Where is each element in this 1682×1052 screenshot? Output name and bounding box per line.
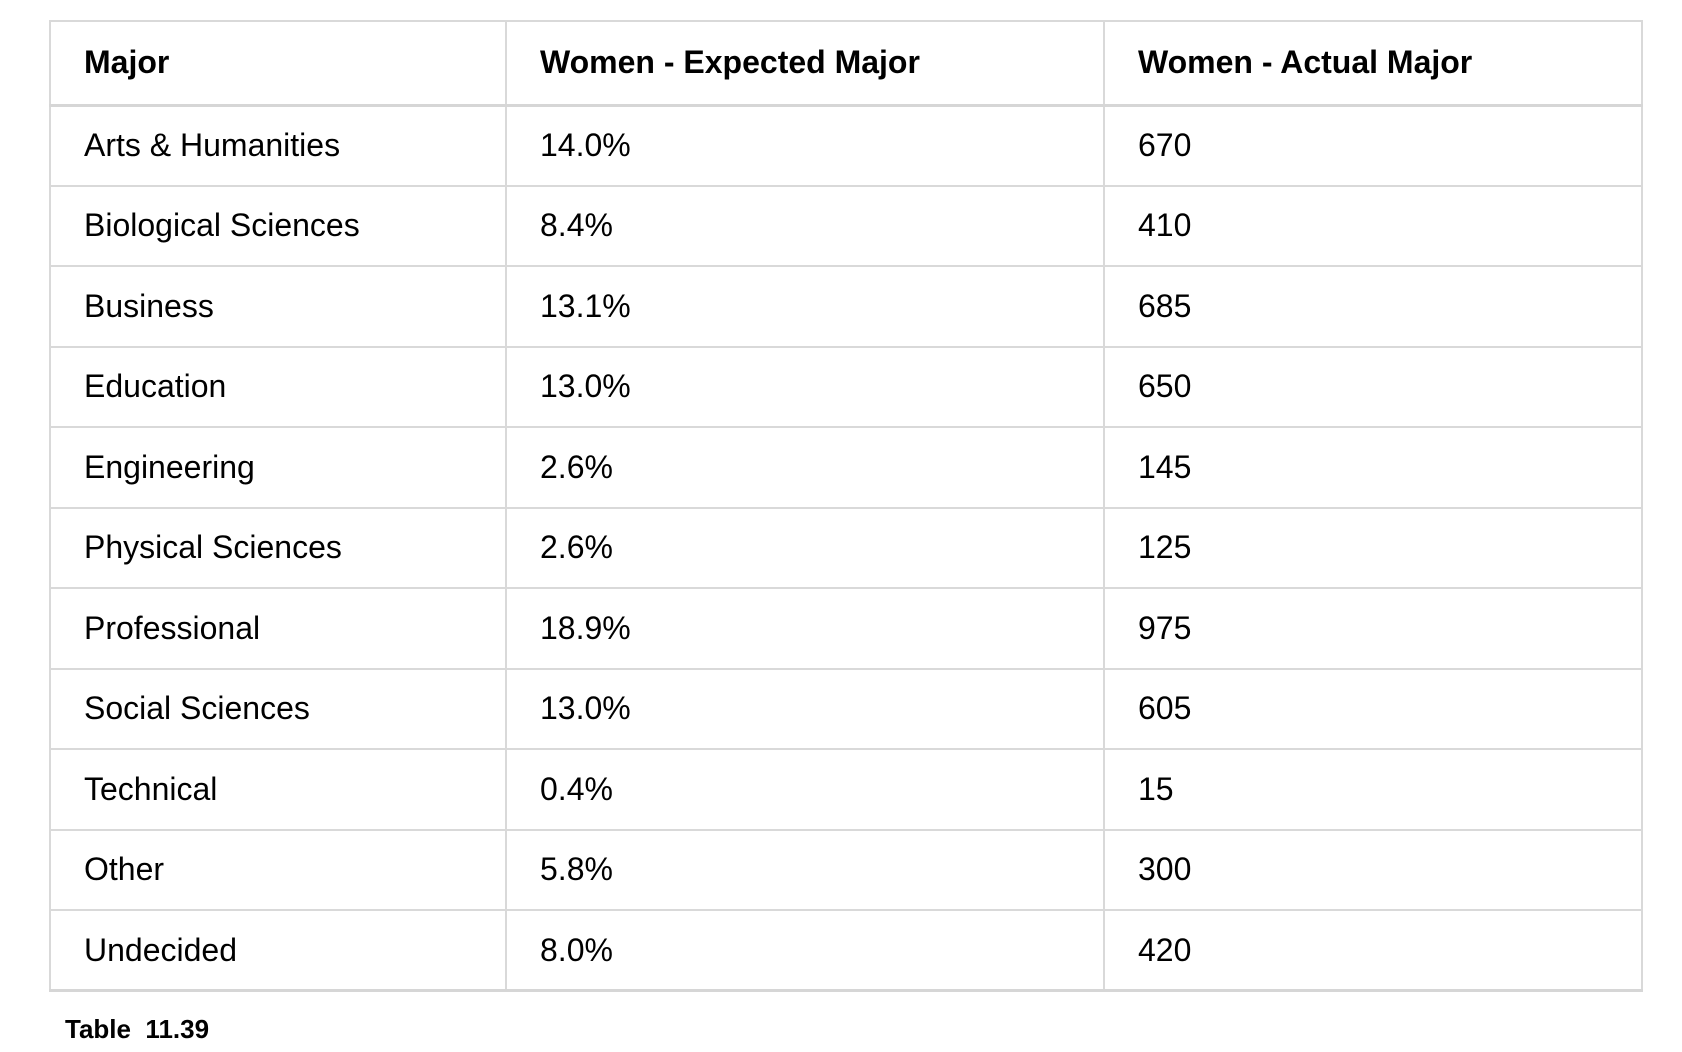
data-table: Major Women - Expected Major Women - Act…	[49, 20, 1643, 992]
cell-major: Arts & Humanities	[49, 104, 507, 187]
table-caption: Table 11.39	[65, 1014, 210, 1044]
table-row: Physical Sciences 2.6% 125	[49, 506, 1643, 589]
table-row: Other 5.8% 300	[49, 828, 1643, 911]
table-row: Business 13.1% 685	[49, 265, 1643, 348]
table-row: Education 13.0% 650	[49, 345, 1643, 428]
cell-major: Technical	[49, 748, 507, 831]
cell-major: Education	[49, 345, 507, 428]
cell-actual: 605	[1103, 667, 1643, 750]
cell-expected: 18.9%	[505, 587, 1105, 670]
cell-major: Business	[49, 265, 507, 348]
cell-major: Other	[49, 828, 507, 911]
cell-actual: 145	[1103, 426, 1643, 509]
cell-expected: 13.1%	[505, 265, 1105, 348]
header-row: Major Women - Expected Major Women - Act…	[49, 20, 1643, 107]
column-header-actual-major: Women - Actual Major	[1103, 20, 1643, 107]
cell-expected: 8.0%	[505, 909, 1105, 992]
cell-major: Social Sciences	[49, 667, 507, 750]
cell-actual: 975	[1103, 587, 1643, 670]
table-container: Major Women - Expected Major Women - Act…	[49, 20, 1643, 992]
table-row: Technical 0.4% 15	[49, 748, 1643, 831]
cell-actual: 125	[1103, 506, 1643, 589]
cell-actual: 15	[1103, 748, 1643, 831]
cell-actual: 300	[1103, 828, 1643, 911]
table-row: Arts & Humanities 14.0% 670	[49, 104, 1643, 187]
cell-actual: 410	[1103, 184, 1643, 267]
cell-actual: 650	[1103, 345, 1643, 428]
cell-expected: 5.8%	[505, 828, 1105, 911]
cell-major: Professional	[49, 587, 507, 670]
table-row: Biological Sciences 8.4% 410	[49, 184, 1643, 267]
table-row: Social Sciences 13.0% 605	[49, 667, 1643, 750]
column-header-major: Major	[49, 20, 507, 107]
cell-expected: 2.6%	[505, 426, 1105, 509]
cell-major: Undecided	[49, 909, 507, 992]
cell-expected: 13.0%	[505, 667, 1105, 750]
table-row: Undecided 8.0% 420	[49, 909, 1643, 992]
table-row: Engineering 2.6% 145	[49, 426, 1643, 509]
cell-expected: 2.6%	[505, 506, 1105, 589]
cell-expected: 0.4%	[505, 748, 1105, 831]
cell-major: Biological Sciences	[49, 184, 507, 267]
column-header-expected-major: Women - Expected Major	[505, 20, 1105, 107]
cell-expected: 13.0%	[505, 345, 1105, 428]
cell-major: Physical Sciences	[49, 506, 507, 589]
cell-expected: 8.4%	[505, 184, 1105, 267]
cell-major: Engineering	[49, 426, 507, 509]
cell-actual: 670	[1103, 104, 1643, 187]
cell-actual: 685	[1103, 265, 1643, 348]
table-row: Professional 18.9% 975	[49, 587, 1643, 670]
cell-actual: 420	[1103, 909, 1643, 992]
cell-expected: 14.0%	[505, 104, 1105, 187]
